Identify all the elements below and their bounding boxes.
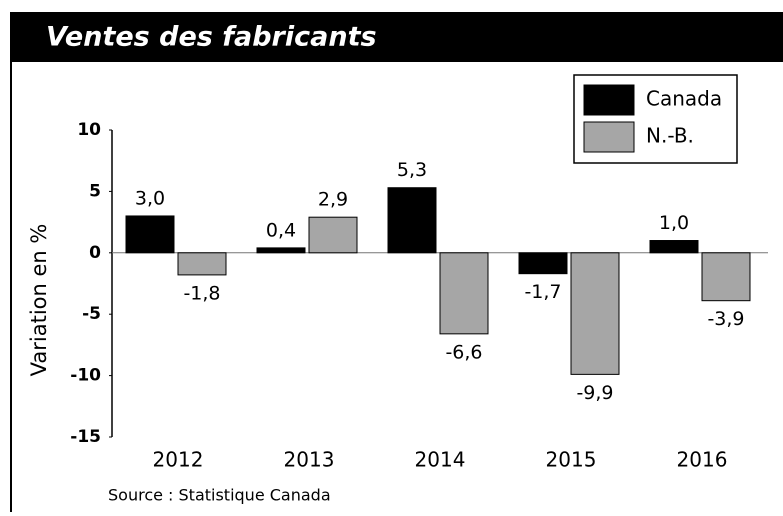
value-label: 0,4 xyxy=(266,219,296,241)
bar xyxy=(177,252,227,276)
legend-swatch xyxy=(583,121,635,153)
value-label: 2,9 xyxy=(318,189,348,211)
x-tick-label: 2015 xyxy=(546,448,597,472)
value-label: 3,0 xyxy=(135,187,165,209)
y-tick-label: -10 xyxy=(70,366,101,386)
bar xyxy=(125,215,175,254)
value-label: -1,8 xyxy=(183,282,220,304)
x-tick-label: 2016 xyxy=(677,448,728,472)
x-tick-label: 2013 xyxy=(284,448,335,472)
bar xyxy=(308,216,358,254)
value-label: -1,7 xyxy=(524,281,561,303)
bar xyxy=(439,252,489,335)
value-label: 5,3 xyxy=(397,159,427,181)
x-tick-label: 2014 xyxy=(415,448,466,472)
bar xyxy=(387,187,437,254)
bar xyxy=(570,252,620,375)
legend-label: Canada xyxy=(646,87,722,111)
bar xyxy=(256,247,306,254)
legend-label: N.-B. xyxy=(646,124,694,148)
x-tick-label: 2012 xyxy=(153,448,204,472)
value-label: -9,9 xyxy=(576,382,613,404)
bar xyxy=(518,252,568,275)
bar xyxy=(649,240,699,254)
value-label: -6,6 xyxy=(445,341,482,363)
y-tick-label: 0 xyxy=(89,243,101,263)
value-label: -3,9 xyxy=(707,308,744,330)
y-tick-label: 5 xyxy=(89,181,101,201)
y-tick-label: -5 xyxy=(82,304,101,324)
y-tick-label: 10 xyxy=(77,120,101,140)
y-axis-label: Variation en % xyxy=(27,224,51,377)
bar xyxy=(701,252,751,302)
title-bar xyxy=(10,12,783,62)
chart-title: Ventes des fabricants xyxy=(46,22,377,53)
legend-swatch xyxy=(583,84,635,116)
value-label: 1,0 xyxy=(659,212,689,234)
y-tick-label: -15 xyxy=(70,427,101,447)
source: Source : Statistique Canada xyxy=(108,486,331,505)
